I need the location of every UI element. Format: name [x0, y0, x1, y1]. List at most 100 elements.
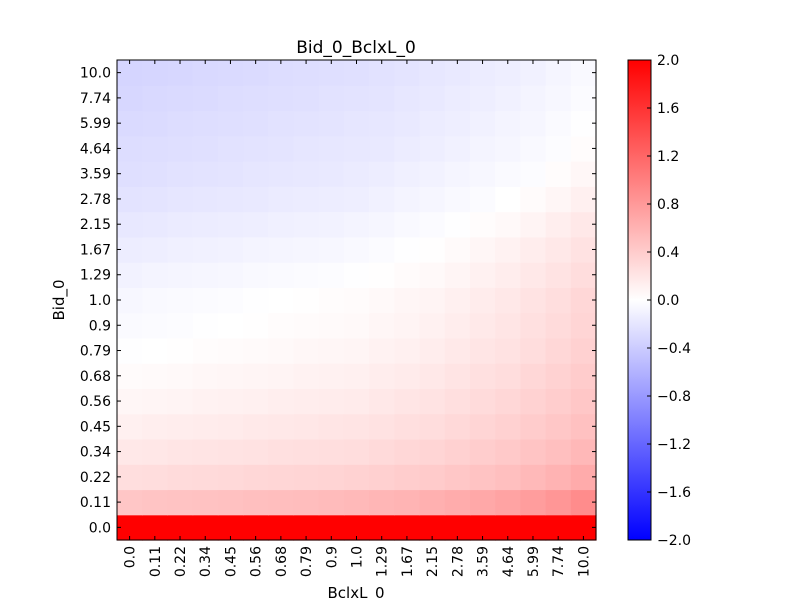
heatmap-cell — [419, 262, 446, 288]
heatmap-cell — [217, 186, 244, 213]
heatmap-cell — [419, 287, 446, 314]
heatmap-cell — [192, 312, 219, 339]
heatmap-cell — [394, 489, 421, 516]
heatmap-cell — [469, 161, 496, 187]
y-tick-label: 1.29 — [80, 268, 111, 284]
heatmap-cell — [520, 110, 547, 137]
heatmap-cell — [419, 464, 446, 491]
heatmap-cell — [394, 236, 421, 263]
y-tick-label: 2.78 — [80, 192, 111, 208]
heatmap-cell — [394, 438, 421, 465]
heatmap-cell — [217, 337, 244, 364]
heatmap-cell — [495, 388, 521, 415]
heatmap-cell — [444, 388, 471, 415]
heatmap-cell — [192, 438, 219, 465]
heatmap-cell — [167, 161, 194, 187]
heatmap-cell — [217, 438, 244, 465]
heatmap-cell — [343, 161, 370, 187]
heatmap-cell — [142, 438, 169, 465]
x-tick-label: 1.0 — [350, 546, 366, 568]
heatmap-cell — [545, 363, 572, 390]
y-tick-label: 0.68 — [80, 369, 111, 385]
y-axis-label: Bid_0 — [50, 279, 69, 320]
heatmap-cell — [444, 438, 471, 465]
heatmap-cell — [520, 161, 547, 187]
colorbar-tick-label: 0.0 — [657, 293, 679, 309]
colorbar-tick-label: 1.6 — [657, 101, 679, 117]
heatmap-cell — [495, 413, 521, 440]
heatmap-cell — [520, 464, 547, 491]
heatmap-cell — [142, 186, 169, 213]
heatmap-cell — [369, 464, 395, 491]
heatmap-cell — [117, 388, 143, 415]
heatmap-cell — [167, 287, 194, 314]
heatmap-cell — [545, 438, 572, 465]
heatmap-cell — [167, 413, 194, 440]
heatmap-cell — [495, 489, 521, 516]
heatmap-cell — [545, 161, 572, 187]
heatmap-cell — [217, 363, 244, 390]
heatmap-cell — [318, 85, 345, 112]
heatmap-cell — [217, 388, 244, 415]
heatmap-cell — [469, 287, 496, 314]
heatmap-cell — [343, 236, 370, 263]
heatmap-cell — [117, 161, 143, 187]
heatmap-cell — [117, 337, 143, 364]
heatmap-cell — [419, 236, 446, 263]
heatmap-cell — [394, 110, 421, 137]
heatmap-cell — [167, 388, 194, 415]
heatmap-cell — [469, 236, 496, 263]
heatmap-cell — [545, 236, 572, 263]
heatmap-cell — [520, 60, 547, 86]
heatmap-cell — [394, 363, 421, 390]
heatmap-cell — [520, 85, 547, 112]
heatmap-cell — [495, 287, 521, 314]
heatmap-cell — [268, 413, 295, 440]
heatmap-cell — [318, 287, 345, 314]
heatmap-cell — [369, 413, 395, 440]
heatmap-cell — [520, 135, 547, 162]
heatmap-cell — [343, 60, 370, 86]
heatmap-cell — [343, 287, 370, 314]
heatmap-cell — [545, 211, 572, 238]
heatmap-cell — [495, 110, 521, 137]
heatmap-cells — [117, 60, 597, 541]
heatmap-cell — [394, 135, 421, 162]
heatmap-cell — [444, 186, 471, 213]
heatmap-cell — [469, 312, 496, 339]
heatmap-cell — [192, 464, 219, 491]
heatmap-cell — [243, 211, 269, 238]
heatmap-cell — [419, 211, 446, 238]
heatmap-cell — [444, 363, 471, 390]
heatmap-cell — [293, 363, 320, 390]
heatmap-cell — [268, 262, 295, 288]
heatmap-cell — [369, 312, 395, 339]
heatmap-cell — [469, 135, 496, 162]
heatmap-cell — [117, 287, 143, 314]
heatmap-cell — [318, 489, 345, 516]
heatmap-cell — [394, 312, 421, 339]
heatmap-cell — [117, 489, 143, 516]
heatmap-cell — [243, 60, 269, 86]
heatmap-cell — [343, 186, 370, 213]
heatmap-cell — [520, 337, 547, 364]
heatmap-cell — [117, 464, 143, 491]
y-tick-label: 0.45 — [80, 419, 111, 435]
x-tick-label: 0.68 — [274, 546, 290, 577]
heatmap-cell — [117, 60, 143, 86]
heatmap-cell — [495, 464, 521, 491]
heatmap-cell — [142, 363, 169, 390]
y-tick-label: 0.34 — [80, 445, 111, 461]
heatmap-cell — [394, 161, 421, 187]
y-tick-label: 1.0 — [89, 293, 111, 309]
heatmap-cell — [268, 161, 295, 187]
heatmap-cell — [318, 211, 345, 238]
heatmap-cell — [217, 489, 244, 516]
heatmap-cell — [520, 236, 547, 263]
heatmap-cell — [419, 388, 446, 415]
heatmap-cell — [117, 363, 143, 390]
heatmap-cell — [217, 413, 244, 440]
heatmap-cell — [293, 388, 320, 415]
heatmap-cell — [318, 464, 345, 491]
heatmap-cell — [243, 85, 269, 112]
